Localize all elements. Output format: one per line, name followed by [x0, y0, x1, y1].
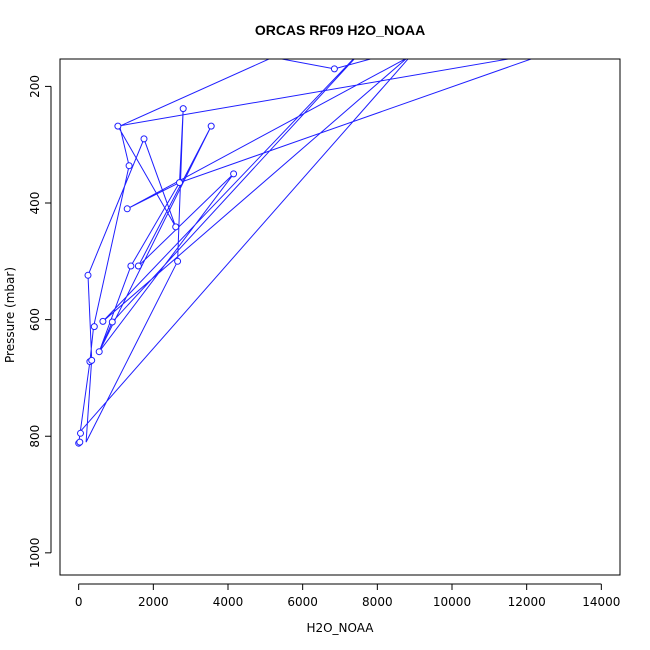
x-tick-label: 12000: [508, 595, 546, 609]
data-point: [176, 179, 183, 187]
x-tick-label: 14000: [582, 595, 620, 609]
data-point: [172, 223, 180, 231]
data-point: [108, 318, 116, 326]
data-point: [77, 429, 84, 437]
series-line: [78, 59, 533, 444]
x-tick-label: 10000: [433, 595, 471, 609]
y-axis-label: Pressure (mbar): [3, 267, 17, 363]
x-tick-label: 6000: [287, 595, 318, 609]
data-point: [123, 205, 131, 213]
data-point: [174, 257, 182, 265]
data-point: [125, 162, 133, 170]
data-point: [127, 262, 135, 270]
x-axis-label: H2O_NOAA: [306, 621, 374, 635]
plot-frame: [59, 58, 621, 576]
data-point: [207, 122, 215, 130]
y-tick-label: 400: [28, 192, 42, 215]
data-point: [95, 348, 103, 356]
data-point: [134, 262, 142, 270]
x-tick-label: 8000: [362, 595, 393, 609]
y-tick-label: 200: [28, 75, 42, 98]
data-point: [88, 356, 96, 364]
data-point: [90, 323, 98, 331]
y-tick-label: 600: [28, 308, 42, 331]
axes-group: 0 2000 4000 6000 8000 10000 12000 14000 200 400 60…: [28, 75, 620, 609]
x-tick-label: 4000: [213, 595, 244, 609]
data-point: [84, 271, 92, 279]
data-point: [99, 317, 107, 325]
x-tick-label: 2000: [138, 595, 169, 609]
data-point: [140, 135, 148, 143]
series-group: [75, 59, 533, 447]
chart-title: ORCAS RF09 H2O_NOAA: [255, 22, 425, 38]
data-point: [230, 170, 238, 178]
y-tick-label: 800: [28, 425, 42, 448]
x-tick-label: 0: [75, 595, 83, 609]
data-point: [179, 105, 187, 113]
data-point: [330, 65, 338, 73]
data-point: [76, 438, 84, 446]
y-tick-label: 1000: [28, 538, 42, 569]
data-point: [114, 122, 122, 130]
